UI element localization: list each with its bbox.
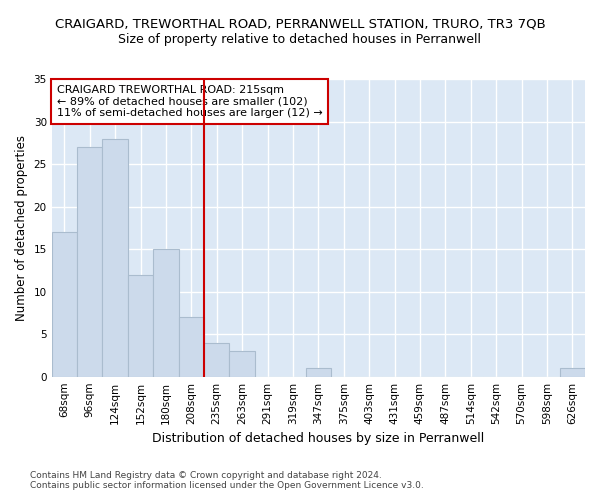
Bar [77, 147, 103, 376]
Bar [153, 249, 179, 376]
Bar [179, 317, 204, 376]
Text: Contains public sector information licensed under the Open Government Licence v3: Contains public sector information licen… [30, 481, 424, 490]
Bar [305, 368, 331, 376]
Bar [128, 274, 153, 376]
Bar [204, 342, 229, 376]
Text: Size of property relative to detached houses in Perranwell: Size of property relative to detached ho… [119, 32, 482, 46]
Bar [229, 351, 255, 376]
Text: CRAIGARD, TREWORTHAL ROAD, PERRANWELL STATION, TRURO, TR3 7QB: CRAIGARD, TREWORTHAL ROAD, PERRANWELL ST… [55, 18, 545, 30]
Text: Contains HM Land Registry data © Crown copyright and database right 2024.: Contains HM Land Registry data © Crown c… [30, 471, 382, 480]
Text: CRAIGARD TREWORTHAL ROAD: 215sqm
← 89% of detached houses are smaller (102)
11% : CRAIGARD TREWORTHAL ROAD: 215sqm ← 89% o… [57, 85, 323, 118]
Bar [560, 368, 585, 376]
Bar [103, 138, 128, 376]
X-axis label: Distribution of detached houses by size in Perranwell: Distribution of detached houses by size … [152, 432, 484, 445]
Bar [52, 232, 77, 376]
Y-axis label: Number of detached properties: Number of detached properties [15, 135, 28, 321]
